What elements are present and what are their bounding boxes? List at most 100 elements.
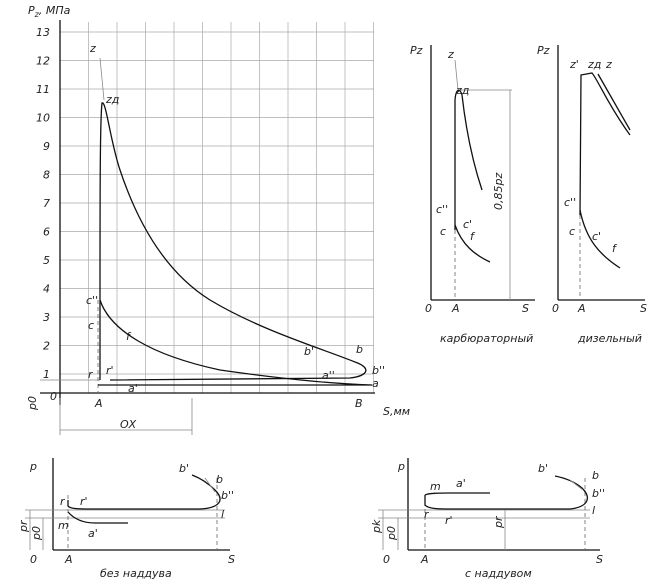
point-label: c [440,225,446,238]
caption: без наддува [100,567,172,580]
cycle-curve [99,102,367,381]
point-label: a' [128,382,138,395]
point-label: m [58,519,69,532]
axis-label: Pz [410,44,423,57]
point-label: a' [456,477,466,490]
y-tick-label: 13 [36,26,50,39]
line [569,479,584,491]
caption: дизельный [577,332,642,345]
point-label: B [355,397,363,410]
label: ОХ [120,418,137,431]
label: p0 [30,526,43,541]
text: z [34,10,40,19]
point-label: b' [304,345,314,358]
diesel-diagram: Pz z' zд z c'' c c' f 0 A S дизельный [537,44,647,345]
point-label: b'' [372,364,385,377]
point-label: a'' [322,369,335,382]
label: pk [370,519,383,534]
origin: 0 [552,302,559,315]
point-label: b'' [592,487,605,500]
point-label: z [447,48,454,61]
axis-label: p [29,460,37,473]
y-tick-label: 6 [43,226,50,239]
y-tick-label: 3 [43,311,50,324]
point-label: z [605,58,612,71]
curve [454,89,483,230]
origin: 0 [50,390,57,403]
point-label: A [577,302,586,315]
no-boost-diagram: p r r' b' b b'' l m a' pr p0 0 A S без н… [17,458,235,580]
line [204,477,216,493]
point-label: b [356,343,363,356]
caption: с наддувом [465,567,532,580]
point-label: r' [445,514,453,527]
curve [67,474,221,510]
point-label: b'' [221,489,234,502]
point-label: A [94,397,103,410]
origin: 0 [30,553,37,566]
text: P [28,4,35,17]
origin: 0 [383,553,390,566]
point-label: a [372,377,379,390]
point-label: S [522,302,529,315]
curve [454,224,491,263]
point-label: r [60,495,66,508]
point-label: c' [463,218,472,231]
point-label: b [216,473,223,486]
origin: 0 [425,302,432,315]
line [454,59,459,91]
axis-label: Pz [537,44,550,57]
point-label: c [569,225,575,238]
point-label: S [640,302,647,315]
curve [597,73,631,131]
boost-diagram: p m a' b' b b'' l r r' pk pr p0 0 A S с … [370,458,605,580]
point-label: r [424,508,430,521]
y-tick-label: 4 [43,283,50,296]
point-label: S [596,553,603,566]
curve [424,492,490,496]
compression-curve [98,299,373,386]
point-label: l [221,508,224,521]
y-tick-label: 5 [43,254,50,267]
axis-label: p [397,460,405,473]
point-label: zд [587,58,601,71]
point-label: c'' [86,294,98,307]
point-label: f [612,242,618,255]
carb-diagram: Pz z zд c'' c' c f 0 A S 0,85pz карбюрат… [410,44,535,345]
y-tick-label: 11 [36,83,50,96]
point-label: r [88,368,94,381]
point-label: f [470,230,476,243]
point-label: zд [105,93,119,106]
point-label: f [126,330,132,343]
point-label: A [451,302,460,315]
point-label: zд [455,84,469,97]
point-label: z [89,42,96,55]
point-label: A [64,553,73,566]
point-label: r' [106,364,114,377]
point-label: b [592,469,599,482]
y-tick-label: 7 [43,197,50,210]
grid: 13 12 11 10 9 8 7 6 5 4 3 2 1 [36,22,374,393]
axis-label: S,мм [383,405,410,418]
y-tick-label: 9 [43,140,50,153]
y-tick-label: 12 [36,55,50,68]
curve [579,72,631,216]
text: , МПа [39,4,71,17]
point-label: b' [538,462,548,475]
y-tick-label: 1 [43,368,50,381]
point-label: z' [569,58,579,71]
axis-label: Pz, МПа [28,4,71,19]
y-tick-label: 2 [43,340,50,353]
point-label: l [592,504,595,517]
point-label: S [228,553,235,566]
point-label: c' [592,230,601,243]
label: p0 [385,526,398,541]
line [99,57,105,101]
curve [579,209,621,269]
y-tick-label: 8 [43,169,50,182]
main-diagram: Pz, МПа 0 S,мм p0 ОХ z zд c'' c f r r' a… [26,4,410,435]
point-label: r' [80,495,88,508]
curve [67,511,128,524]
point-label: m [430,480,441,493]
